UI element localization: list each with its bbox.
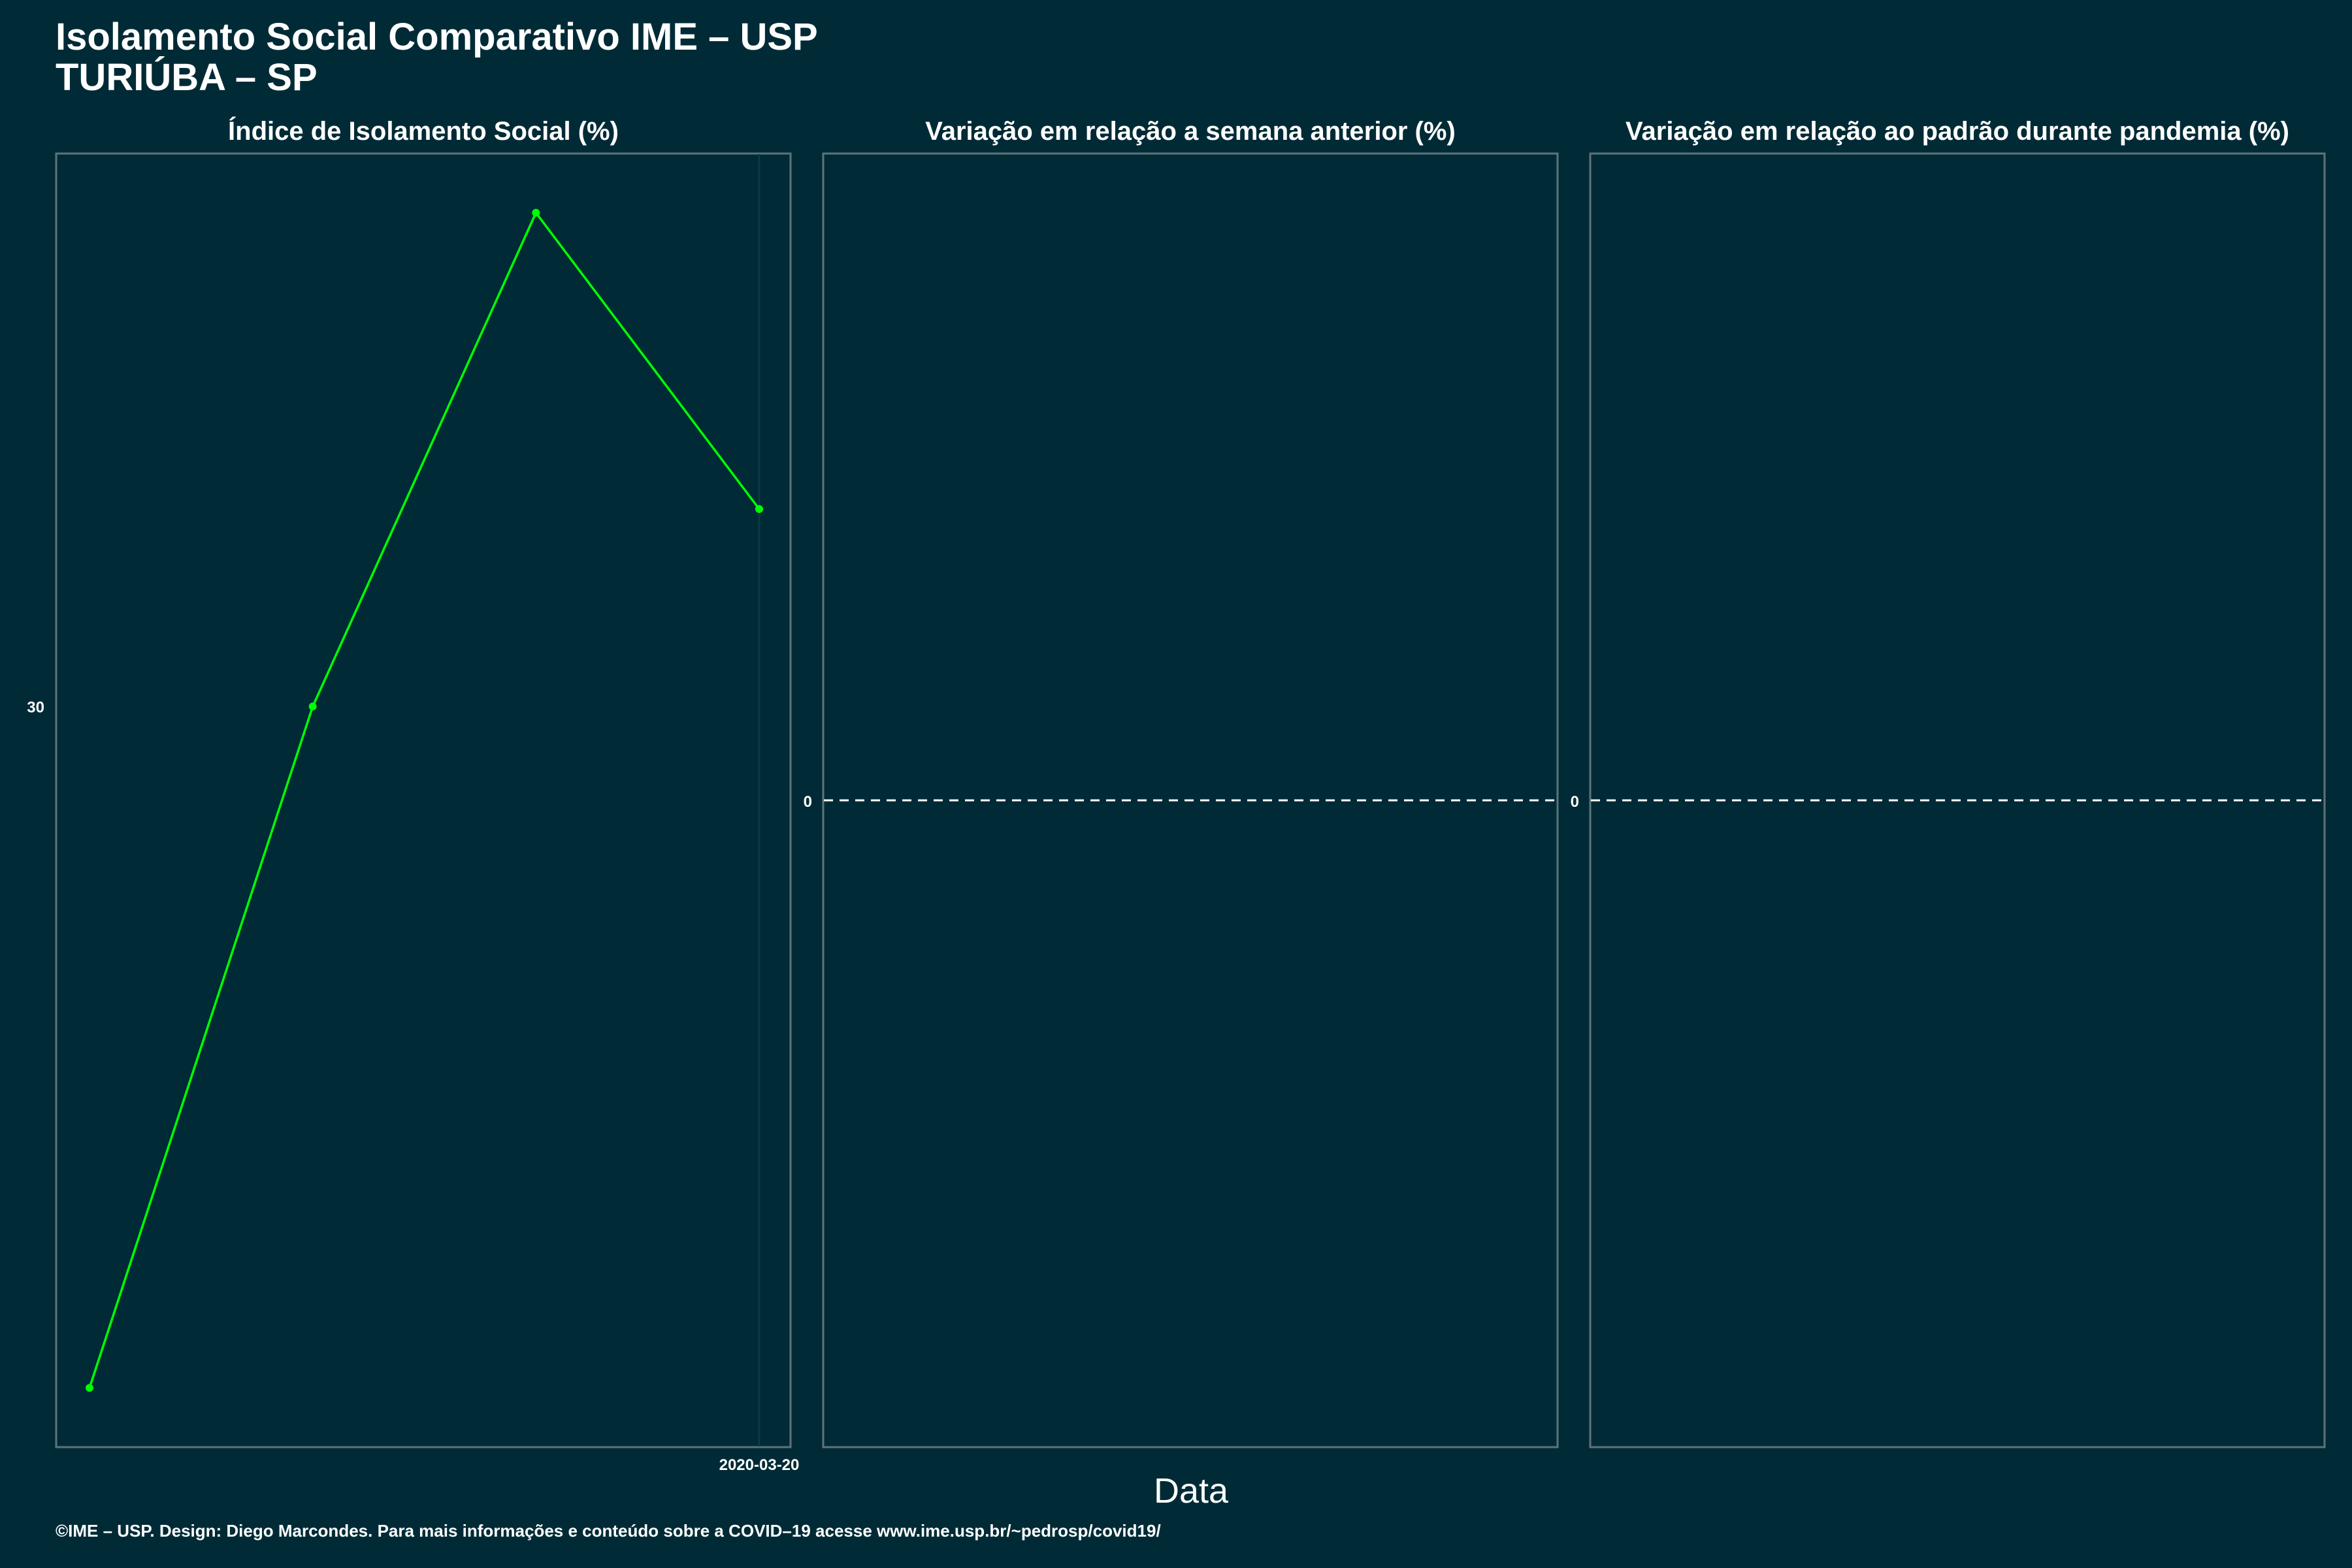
title-line-2: TURIÚBA – SP <box>56 56 318 99</box>
panel-isolation-index: Índice de Isolamento Social (%) 30 2020-… <box>27 116 799 1474</box>
panel-weekly-variation: Variação em relação a semana anterior (%… <box>804 117 1559 1448</box>
panel-pandemic-pattern-variation: Variação em relação ao padrão durante pa… <box>1571 117 2326 1448</box>
y-tick-label-zero: 0 <box>1571 793 1579 811</box>
y-tick-label-zero: 0 <box>804 793 812 811</box>
x-tick-label: 2020-03-20 <box>719 1456 800 1474</box>
x-axis-ticks: 2020-03-20 <box>719 1456 800 1474</box>
footer-credits: ©IME – USP. Design: Diego Marcondes. Par… <box>56 1521 1161 1541</box>
panel-border <box>822 152 1559 1448</box>
panel-title-pandemic-variation: Variação em relação ao padrão durante pa… <box>1625 117 2289 146</box>
data-point-2020-03-18 <box>308 702 317 711</box>
panel-border <box>1589 152 2326 1448</box>
x-axis-label: Data <box>1154 1471 1229 1511</box>
panel-title-weekly-variation: Variação em relação a semana anterior (%… <box>925 117 1456 146</box>
data-point-2020-03-19 <box>532 208 540 217</box>
panel-border <box>55 152 792 1448</box>
series-line <box>88 210 760 1388</box>
data-point-2020-03-17 <box>86 1384 93 1392</box>
page-title: Isolamento Social Comparativo IME – USP … <box>56 17 818 98</box>
series-points <box>86 208 763 1392</box>
y-tick-label: 30 <box>27 698 44 716</box>
panel-title-isolation-index: Índice de Isolamento Social (%) <box>228 116 619 146</box>
data-point-2020-03-20 <box>755 505 763 514</box>
y-axis-ticks: 30 <box>27 698 44 716</box>
title-line-1: Isolamento Social Comparativo IME – USP <box>56 16 818 58</box>
